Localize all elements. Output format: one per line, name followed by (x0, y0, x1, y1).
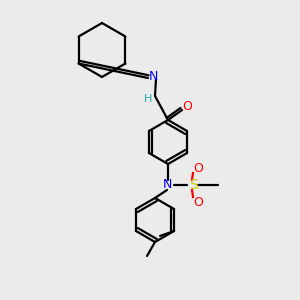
Text: O: O (193, 161, 203, 175)
Text: S: S (189, 178, 197, 192)
Text: O: O (182, 100, 192, 113)
Text: H: H (144, 94, 152, 104)
Text: N: N (148, 70, 158, 83)
Text: O: O (193, 196, 203, 208)
Text: N: N (162, 178, 172, 191)
